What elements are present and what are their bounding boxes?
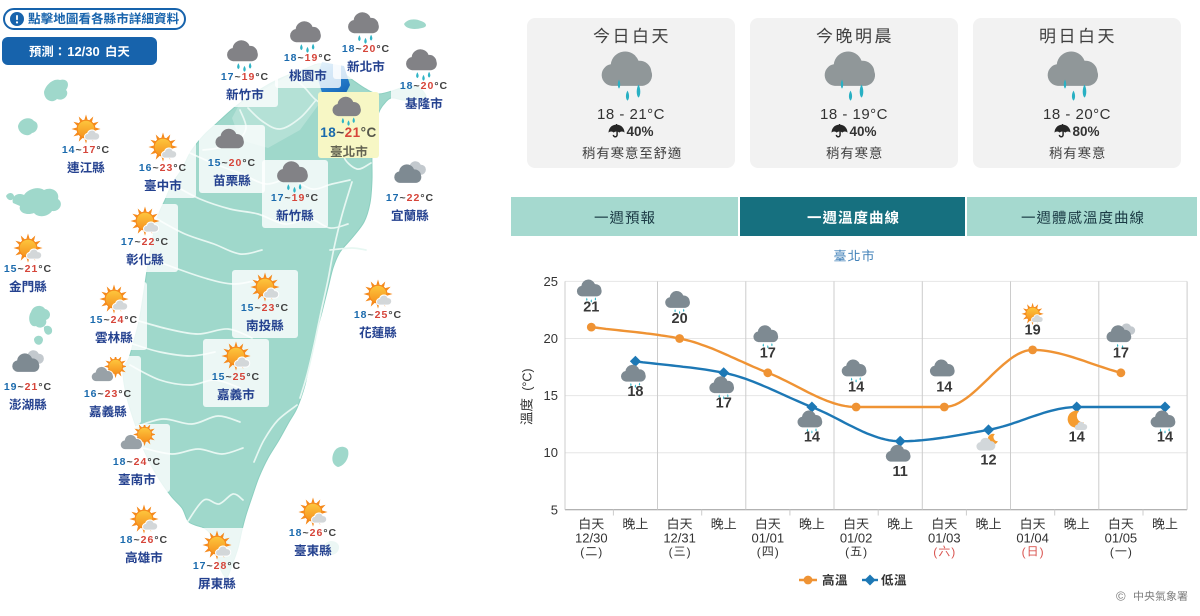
svg-text:01/01: 01/01 — [752, 531, 785, 546]
svg-text:(: ( — [1110, 545, 1114, 559]
svg-text:14: 14 — [848, 380, 864, 396]
svg-text:): ) — [1040, 545, 1044, 559]
svg-text:20: 20 — [544, 331, 558, 346]
svg-text:): ) — [951, 545, 955, 559]
svg-text:11: 11 — [893, 464, 908, 480]
svg-text:12/30: 12/30 — [575, 531, 608, 546]
svg-text:19: 19 — [1025, 322, 1041, 338]
svg-text:21: 21 — [583, 300, 599, 316]
svg-text:17: 17 — [760, 345, 776, 361]
svg-text:12/31: 12/31 — [663, 531, 696, 546]
svg-text:(: ( — [1022, 545, 1026, 559]
svg-text:): ) — [1128, 545, 1132, 559]
svg-text:10: 10 — [544, 445, 558, 460]
svg-text:): ) — [775, 545, 779, 559]
svg-text:20: 20 — [672, 311, 688, 327]
svg-text:14: 14 — [936, 380, 952, 396]
svg-text:(: ( — [669, 545, 673, 559]
svg-text:(: ( — [845, 545, 849, 559]
svg-text:01/02: 01/02 — [840, 531, 873, 546]
svg-text:): ) — [687, 545, 691, 559]
svg-text:15: 15 — [544, 388, 558, 403]
svg-text:(: ( — [757, 545, 761, 559]
svg-text:(: ( — [580, 545, 584, 559]
svg-text:17: 17 — [716, 395, 732, 411]
svg-text:©: © — [1116, 589, 1126, 604]
svg-text:(°C): (°C) — [521, 368, 535, 390]
svg-text:14: 14 — [1069, 430, 1085, 446]
svg-text:14: 14 — [804, 430, 820, 446]
svg-text:): ) — [863, 545, 867, 559]
svg-text:01/03: 01/03 — [928, 531, 961, 546]
svg-text:(: ( — [933, 545, 937, 559]
svg-text:17: 17 — [1113, 345, 1129, 361]
svg-text:14: 14 — [1157, 430, 1173, 446]
svg-text:25: 25 — [544, 274, 558, 289]
svg-text:12: 12 — [980, 452, 996, 468]
svg-text:01/04: 01/04 — [1016, 531, 1049, 546]
svg-text:): ) — [598, 545, 602, 559]
svg-text:01/05: 01/05 — [1105, 531, 1138, 546]
svg-text:18: 18 — [627, 384, 643, 400]
svg-text:5: 5 — [551, 502, 558, 517]
